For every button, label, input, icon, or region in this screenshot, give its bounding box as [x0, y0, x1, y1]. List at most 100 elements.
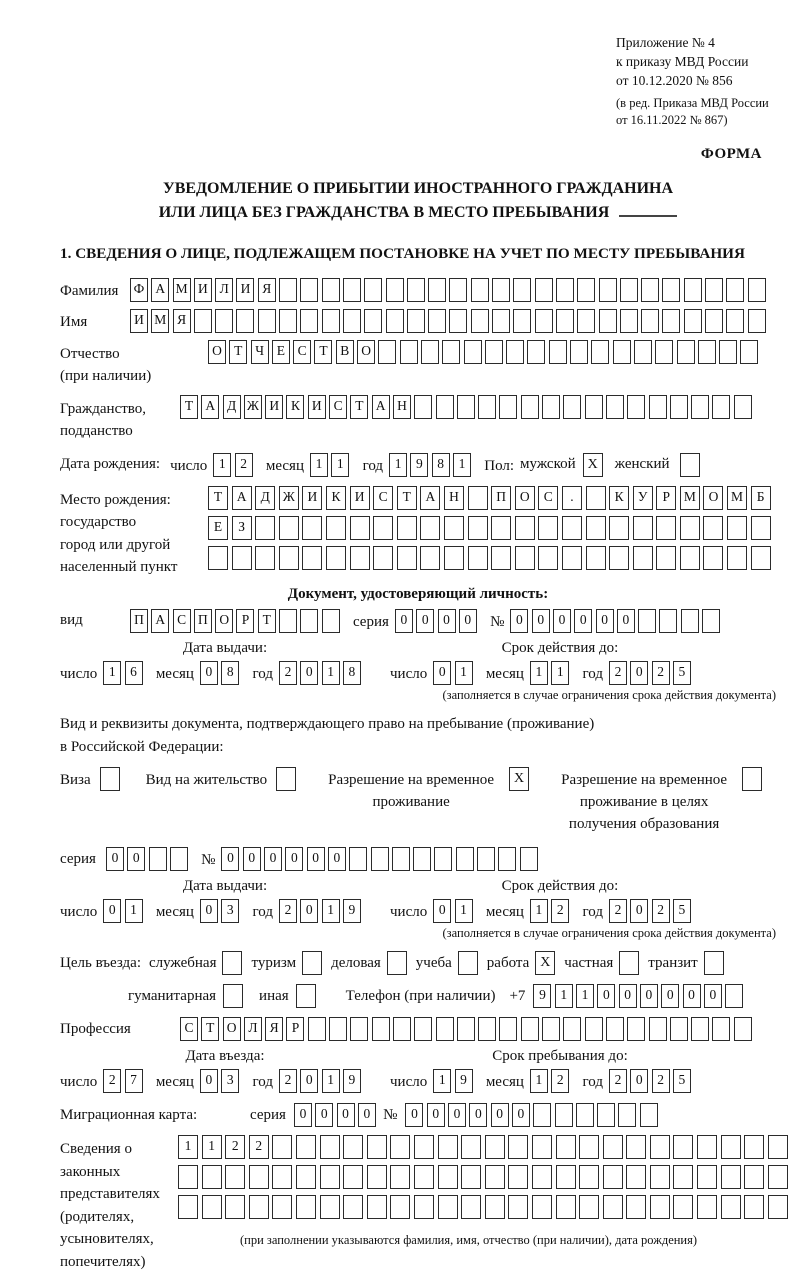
char-box [726, 277, 745, 302]
char-box [655, 339, 674, 364]
char-box [632, 515, 653, 540]
char-box: 2 [279, 660, 297, 685]
char-box: Л [215, 277, 234, 302]
char-box [679, 515, 700, 540]
char-box: 2 [279, 899, 297, 924]
char-box: Ж [278, 485, 299, 510]
char-box [513, 308, 532, 333]
char-box: 1 [321, 899, 340, 924]
char-box [349, 545, 370, 570]
revision-line: от 16.11.2022 № 867) [616, 113, 728, 128]
char-box [300, 308, 319, 333]
char-box [477, 847, 495, 872]
char-box [343, 1135, 364, 1160]
form-title-line1: УВЕДОМЛЕНИЕ О ПРИБЫТИИ ИНОСТРАННОГО ГРАЖ… [162, 179, 674, 197]
char-box: 1 [529, 660, 548, 685]
char-box: 0 [630, 660, 649, 685]
birth-date-label: Дата рождения: [60, 456, 161, 473]
char-box [492, 277, 511, 302]
appendix-line: к приказу МВД России [616, 53, 749, 69]
char-box: 0 [597, 984, 616, 1009]
char-box [638, 608, 657, 633]
char-box [673, 1165, 694, 1190]
char-box [570, 339, 589, 364]
purpose-row1: Цель въезда: служебная туризм деловая уч… [60, 951, 776, 976]
char-box: О [703, 485, 724, 510]
char-box [491, 515, 512, 540]
char-box [626, 1135, 647, 1160]
representatives-line3-boxes [178, 1195, 791, 1220]
char-box [767, 1135, 788, 1160]
char-box [248, 1195, 269, 1220]
char-box [555, 277, 574, 302]
char-box: К [609, 485, 630, 510]
temp-residence-education-checkbox [742, 767, 763, 792]
char-box: Т [201, 1017, 220, 1042]
char-box [437, 1165, 458, 1190]
char-box: 5 [672, 1069, 691, 1094]
char-box [248, 1165, 269, 1190]
identity-series-label: серия [352, 613, 389, 630]
char-box: А [420, 485, 441, 510]
char-box [413, 1195, 434, 1220]
char-box: 2 [248, 1135, 269, 1160]
char-box: 1 [309, 452, 328, 477]
revision-line: (в ред. Приказа МВД России [616, 95, 769, 110]
char-box [619, 277, 638, 302]
char-box [542, 394, 561, 419]
char-box: Р [656, 485, 677, 510]
char-box [193, 308, 212, 333]
purpose-work-checkbox: X [535, 951, 556, 976]
representatives-line2-boxes [178, 1165, 791, 1190]
char-box: 0 [336, 1103, 355, 1128]
char-box: 0 [458, 608, 477, 633]
char-box: Т [229, 339, 248, 364]
char-box [399, 339, 418, 364]
char-box [272, 1135, 293, 1160]
char-box: 1 [433, 1069, 452, 1094]
char-box [691, 394, 710, 419]
char-box [456, 1017, 475, 1042]
char-box [605, 1017, 624, 1042]
representatives-label: Сведения о законных представителях (роди… [60, 1141, 160, 1270]
char-box [420, 515, 441, 540]
char-box [413, 1135, 434, 1160]
char-box [231, 545, 252, 570]
char-box [683, 308, 702, 333]
char-box [632, 545, 653, 570]
char-box [461, 1135, 482, 1160]
visa-checkbox [99, 767, 120, 792]
char-box: 1 [454, 899, 473, 924]
char-box [391, 847, 410, 872]
appendix-line: от 10.12.2020 № 856 [616, 72, 733, 88]
char-box [406, 277, 425, 302]
char-box [508, 1135, 529, 1160]
char-box [364, 277, 383, 302]
char-box: 1 [454, 660, 473, 685]
char-box [662, 308, 681, 333]
char-box [747, 308, 766, 333]
char-box [484, 339, 503, 364]
appendix-line: Приложение № 4 [616, 35, 715, 50]
purpose-official-checkbox [222, 951, 243, 976]
char-box: 0 [510, 608, 529, 633]
char-box [605, 394, 624, 419]
char-box [619, 308, 638, 333]
char-box [321, 608, 340, 633]
char-box [727, 515, 748, 540]
char-box [767, 1195, 788, 1220]
char-box [373, 515, 394, 540]
char-box: З [231, 515, 252, 540]
char-box [585, 545, 606, 570]
char-box: Е [208, 515, 228, 540]
purpose-transit-checkbox [703, 951, 724, 976]
